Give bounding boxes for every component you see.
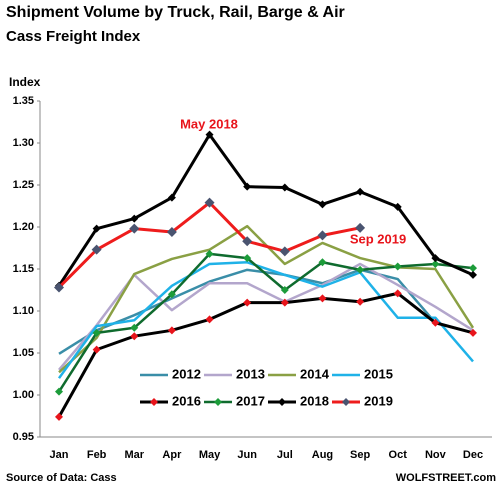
y-tick-label: 1.30 [13, 137, 34, 149]
y-tick-label: 1.15 [13, 263, 34, 275]
point-marker [318, 258, 327, 267]
legend-label: 2016 [172, 393, 201, 408]
point-marker [204, 197, 215, 208]
x-tick-label: Feb [87, 449, 107, 461]
point-marker [280, 298, 289, 307]
point-marker [92, 328, 101, 337]
legend-label: 2018 [300, 393, 329, 408]
annotation: May 2018 [180, 116, 238, 131]
point-marker [92, 224, 101, 233]
legend-label: 2013 [236, 366, 265, 381]
x-tick-label: Aug [312, 449, 333, 461]
point-marker [55, 412, 63, 421]
series-line [58, 268, 474, 355]
point-marker [166, 227, 177, 238]
chart-subtitle: Cass Freight Index [6, 28, 141, 45]
point-marker [393, 202, 402, 211]
x-tick-label: Apr [162, 449, 182, 461]
legend-label: 2017 [236, 393, 265, 408]
series-line [57, 291, 474, 418]
point-marker [242, 236, 253, 247]
point-marker [243, 254, 252, 263]
series-line [58, 224, 475, 374]
x-tick-label: Jan [50, 449, 69, 461]
y-tick-label: 0.95 [13, 431, 34, 443]
point-marker [167, 326, 176, 335]
point-marker [55, 387, 63, 396]
series-line [57, 133, 474, 287]
point-marker [243, 298, 252, 307]
y-tick-label: 1.05 [13, 347, 34, 359]
y-axis-label: Index [9, 75, 41, 89]
x-tick-label: Jul [277, 449, 293, 461]
point-marker [205, 249, 214, 258]
legend-label: 2019 [364, 393, 393, 408]
point-marker [431, 318, 440, 327]
credit: WOLFSTREET.com [396, 472, 496, 484]
point-marker [91, 244, 102, 255]
point-marker [393, 289, 402, 298]
point-marker [130, 332, 139, 341]
point-marker [280, 286, 289, 294]
x-tick-label: Oct [389, 449, 408, 461]
point-marker [431, 259, 440, 268]
point-marker [167, 193, 176, 202]
point-marker [431, 254, 440, 263]
x-tick-label: May [199, 449, 221, 461]
point-marker [54, 282, 64, 293]
series-line [57, 261, 474, 379]
y-tick-label: 1.25 [13, 179, 34, 191]
legend-label: 2012 [172, 366, 201, 381]
x-tick-label: Sep [350, 449, 370, 461]
legend-label: 2015 [364, 366, 393, 381]
annotation: Sep 2019 [350, 231, 406, 246]
point-marker [130, 214, 139, 223]
point-marker [92, 345, 101, 354]
point-marker [393, 262, 402, 271]
point-marker [279, 246, 290, 257]
point-marker [129, 223, 140, 234]
series-line [57, 201, 361, 289]
point-marker [205, 315, 214, 324]
point-marker [318, 200, 327, 209]
point-marker [317, 230, 328, 241]
source: Source of Data: Cass [6, 472, 117, 484]
point-marker [469, 264, 477, 273]
y-tick-label: 1.00 [13, 389, 34, 401]
y-tick-label: 1.20 [13, 221, 34, 233]
point-marker [469, 328, 477, 337]
point-marker [167, 290, 176, 299]
y-tick-label: 1.10 [13, 305, 34, 317]
y-tick-label: 1.35 [13, 95, 34, 107]
point-marker [130, 323, 139, 332]
point-marker [356, 297, 365, 306]
legend-marker [150, 398, 158, 406]
legend-label: 2014 [300, 366, 330, 381]
x-tick-label: Dec [463, 449, 483, 461]
x-tick-label: Jun [237, 449, 257, 461]
series-line [57, 252, 474, 393]
point-marker [243, 182, 252, 191]
legend-marker [278, 398, 286, 406]
point-marker [356, 265, 365, 274]
x-tick-label: Mar [124, 449, 144, 461]
x-tick-label: Nov [425, 449, 447, 461]
point-marker [318, 294, 327, 303]
legend-marker [214, 398, 222, 406]
point-marker [355, 222, 366, 233]
point-marker [356, 187, 365, 196]
point-marker [205, 130, 214, 139]
legend-marker [342, 398, 350, 406]
point-marker [469, 270, 477, 279]
chart-title: Shipment Volume by Truck, Rail, Barge & … [6, 4, 345, 21]
point-marker [280, 183, 289, 192]
